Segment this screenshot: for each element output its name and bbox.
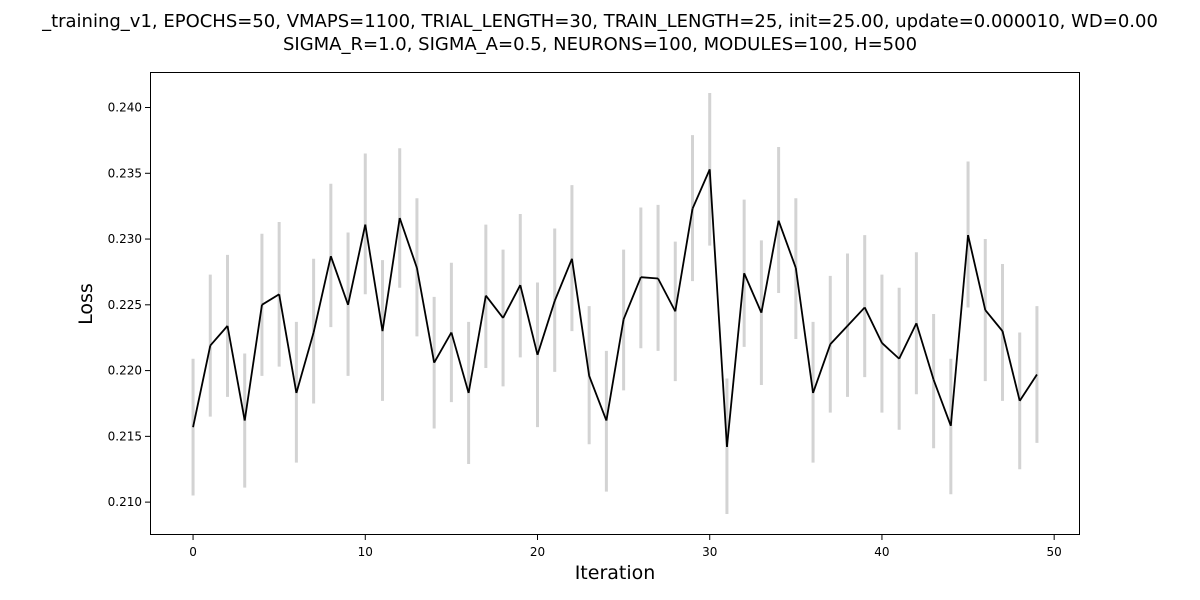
x-tick-label-30: 30 <box>702 545 717 559</box>
line-segment-31 <box>726 273 746 447</box>
line-segment-34 <box>777 220 797 269</box>
y-tick-label-2: 0.220 <box>108 364 142 378</box>
line-segment-6 <box>295 332 315 394</box>
x-tick-label-40: 40 <box>874 545 889 559</box>
line-segment-38 <box>846 306 866 327</box>
line-segment-10 <box>364 224 384 332</box>
line-segment-1 <box>209 325 229 347</box>
line-segment-27 <box>657 278 677 312</box>
x-tick-label-50: 50 <box>1047 545 1062 559</box>
line-segment-44 <box>949 235 969 426</box>
line-segment-2 <box>226 325 246 421</box>
x-tick-label-10: 10 <box>358 545 373 559</box>
line-segment-4 <box>261 293 280 306</box>
line-segment-19 <box>519 284 539 356</box>
chart-title-line1: _training_v1, EPOCHS=50, VMAPS=1100, TRI… <box>41 11 1158 32</box>
line-segment-30 <box>708 169 728 447</box>
line-segment-25 <box>622 276 642 320</box>
line-segment-7 <box>312 255 332 333</box>
y-tick-label-4: 0.230 <box>108 232 142 246</box>
y-axis-label: Loss <box>75 283 97 325</box>
line-segment-15 <box>450 332 470 394</box>
line-segment-46 <box>984 309 1004 332</box>
line-segment-43 <box>932 379 952 427</box>
line-segment-42 <box>915 322 935 381</box>
x-tick-label-0: 0 <box>189 545 197 559</box>
line-segment-0 <box>192 345 212 428</box>
y-tick-label-1: 0.215 <box>108 429 142 443</box>
line-segment-33 <box>760 220 780 313</box>
line-segment-45 <box>967 234 987 311</box>
line-segment-29 <box>691 168 711 210</box>
line-segment-48 <box>1018 374 1038 402</box>
x-axis-label: Iteration <box>575 562 656 584</box>
line-segment-8 <box>329 255 349 306</box>
line-segment-17 <box>485 295 504 319</box>
x-axis-ticks: 0 10 20 30 40 50 <box>189 535 1062 559</box>
line-segment-3 <box>243 304 263 421</box>
line-segment-32 <box>743 272 763 314</box>
line-segment-35 <box>794 267 814 394</box>
chart-title-line2: SIGMA_R=1.0, SIGMA_A=0.5, NEURONS=100, M… <box>283 34 917 55</box>
line-segment-5 <box>278 294 298 394</box>
y-tick-label-5: 0.235 <box>108 166 142 180</box>
y-axis-ticks: 0.210 0.215 0.220 0.225 0.230 0.235 0.240 <box>108 101 150 509</box>
line-segment-18 <box>502 284 522 319</box>
line-segment-24 <box>605 319 625 421</box>
line-segment-36 <box>812 343 832 394</box>
plot-frame <box>150 72 1080 535</box>
line-segment-23 <box>588 375 608 421</box>
line-segment-14 <box>433 331 453 364</box>
series-lines <box>192 168 1038 447</box>
line-segment-11 <box>381 217 401 332</box>
line-segment-39 <box>863 307 883 344</box>
line-segment-22 <box>571 258 591 376</box>
y-tick-label-3: 0.225 <box>108 298 142 312</box>
line-segment-16 <box>467 295 487 394</box>
line-segment-37 <box>829 325 849 345</box>
y-tick-label-6: 0.240 <box>108 101 142 115</box>
line-segment-28 <box>674 208 694 312</box>
line-segment-41 <box>898 322 918 360</box>
line-segment-13 <box>416 267 436 363</box>
line-segment-9 <box>347 224 367 306</box>
line-segment-47 <box>1001 330 1021 402</box>
y-tick-label-0: 0.210 <box>108 495 142 509</box>
line-segment-21 <box>553 258 573 302</box>
line-segment-26 <box>640 276 659 280</box>
line-segment-20 <box>536 300 556 356</box>
x-tick-label-20: 20 <box>530 545 545 559</box>
line-segment-12 <box>398 217 418 269</box>
line-segment-40 <box>881 342 900 360</box>
